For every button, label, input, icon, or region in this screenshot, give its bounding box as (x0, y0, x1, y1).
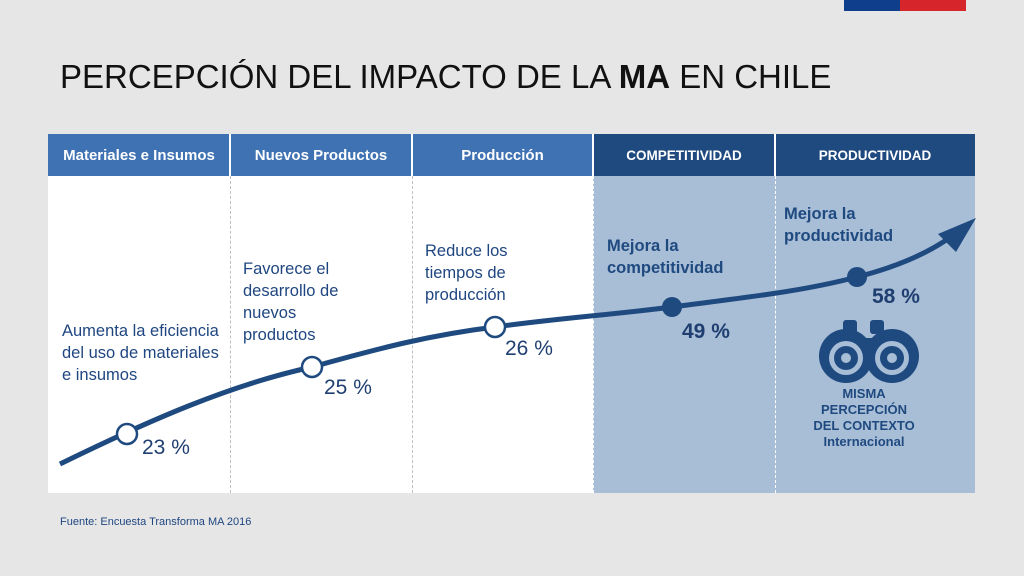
misma-percepcion-caption: MISMA PERCEPCIÓN DEL CONTEXTO Internacio… (796, 386, 932, 450)
competitividad-percent: 49 % (682, 320, 730, 343)
header-divider (411, 134, 413, 176)
column-divider (230, 176, 231, 493)
produccion-percent: 26 % (505, 337, 553, 360)
data-marker (300, 355, 324, 379)
page-title: PERCEPCIÓN DEL IMPACTO DE LA MA EN CHILE (60, 58, 831, 96)
column-nuevos-productos: Nuevos Productos (230, 134, 412, 493)
source-note: Fuente: Encuesta Transforma MA 2016 (60, 516, 252, 528)
flag-blue-stripe (844, 0, 900, 11)
header-divider (229, 134, 231, 176)
header-divider (774, 134, 776, 176)
competitividad-description: Mejora la competitividad (607, 237, 724, 277)
binoculars-icon (819, 320, 919, 383)
data-marker (115, 422, 139, 446)
caption-line: PERCEPCIÓN (821, 402, 907, 417)
title-bold: MA (618, 58, 671, 95)
data-marker (847, 267, 867, 287)
column-header: Nuevos Productos (230, 134, 412, 176)
title-suffix: EN CHILE (670, 58, 832, 95)
column-header: Producción (412, 134, 593, 176)
produccion-description: Reduce los tiempos de producción (425, 242, 508, 304)
productividad-description: Mejora la productividad (784, 205, 894, 245)
productividad-percent: 58 % (872, 285, 920, 308)
header-divider (592, 134, 594, 176)
caption-line: DEL CONTEXTO (813, 418, 915, 433)
column-produccion: Producción (412, 134, 593, 493)
flag-red-stripe (900, 0, 966, 11)
column-header: COMPETITIVIDAD (593, 134, 775, 176)
nuevos-productos-percent: 25 % (324, 376, 372, 399)
column-divider (593, 176, 594, 493)
data-marker (662, 297, 682, 317)
arrow-head-icon (938, 218, 976, 252)
column-header: PRODUCTIVIDAD (775, 134, 975, 176)
column-divider (412, 176, 413, 493)
nuevos-productos-description: Favorece el desarrollo de nuevos product… (243, 260, 339, 344)
caption-line: Internacional (823, 434, 905, 449)
caption-line: MISMA (842, 386, 886, 401)
diagram-panel: Materiales e Insumos Nuevos Productos Pr… (48, 134, 975, 493)
column-header: Materiales e Insumos (48, 134, 230, 176)
materiales-percent: 23 % (142, 436, 190, 459)
materiales-description: Aumenta la eficiencia del uso de materia… (62, 322, 219, 384)
title-prefix: PERCEPCIÓN DEL IMPACTO DE LA (60, 58, 619, 95)
column-divider (775, 176, 776, 493)
column-materiales: Materiales e Insumos (48, 134, 230, 493)
data-marker (483, 315, 507, 339)
column-productividad: PRODUCTIVIDAD (775, 134, 975, 493)
